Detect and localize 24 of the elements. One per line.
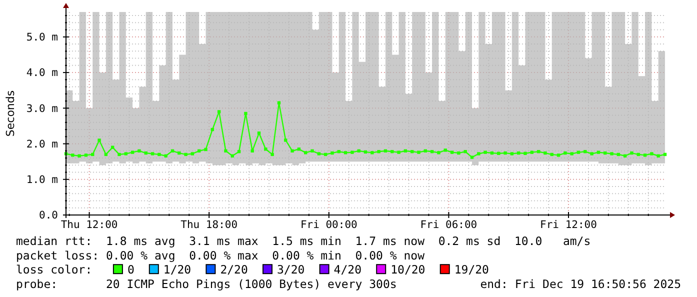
legend-label: 3/20 [277, 262, 305, 277]
x-tick-label: Fri 12:00 [540, 219, 597, 231]
x-tick-label: Thu 12:00 [60, 219, 118, 231]
y-tick-label: 5.0 m [26, 32, 58, 44]
y-tick-label: 3.0 m [26, 102, 58, 115]
y-tick-label: 0.0 [39, 210, 58, 222]
text: packet loss: 0.00 % avg 0.00 % max 0.00 % min 0.00 % now [16, 248, 425, 262]
text: end: Fri Dec 19 16:50:56 2025 [480, 276, 681, 291]
y-tick-label: 2.0 m [26, 138, 58, 150]
y-tick-label: 1.0 m [26, 174, 58, 186]
legend-label: 2/20 [220, 262, 248, 277]
y-tick-label: 4.0 m [26, 67, 58, 80]
legend-label: 1/20 [163, 262, 192, 277]
x-tick-label: Fri 00:00 [300, 219, 358, 231]
y-axis-title: Seconds [4, 90, 17, 137]
legend-title: loss color: [16, 262, 92, 277]
legend-label: 0 [127, 262, 134, 277]
legend-label: 10/20 [390, 262, 426, 277]
x-tick-label: Fri 06:00 [420, 219, 478, 231]
legend-label: 4/20 [334, 262, 362, 277]
text: median rtt: 1.8 ms avg 3.1 ms max 1.5 ms min 1.7 ms now 0.2 ms sd 10.0 am/s [16, 234, 591, 248]
x-tick-label: Thu 18:00 [180, 219, 238, 231]
text: probe: 20 ICMP Echo Pings (1000 Bytes) every 300s [16, 276, 397, 291]
legend-label: 19/20 [454, 262, 490, 277]
